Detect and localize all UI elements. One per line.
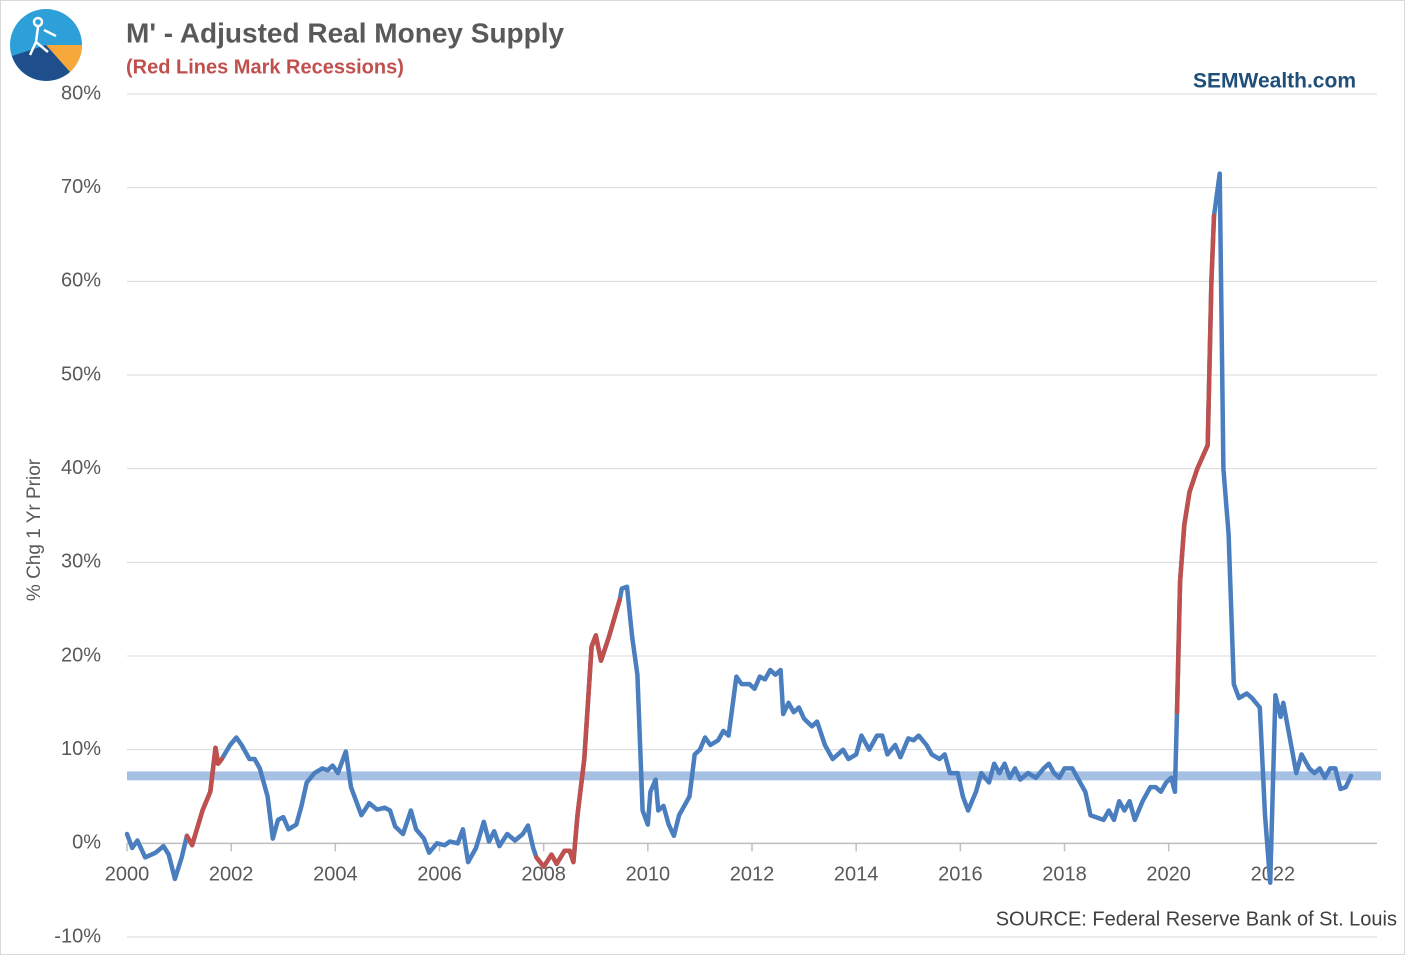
data-line bbox=[184, 745, 225, 848]
x-tick-label: 2012 bbox=[730, 864, 775, 886]
y-tick-label: 0% bbox=[72, 832, 101, 854]
x-tick-label: 2008 bbox=[521, 864, 566, 886]
y-tick-label: 30% bbox=[61, 551, 101, 573]
x-tick-label: 2018 bbox=[1042, 864, 1087, 886]
y-tick-label: 20% bbox=[61, 644, 101, 666]
y-tick-label: 40% bbox=[61, 457, 101, 479]
data-line bbox=[1174, 213, 1217, 715]
x-tick-label: 2006 bbox=[417, 864, 462, 886]
data-line bbox=[124, 171, 1354, 885]
x-tick-label: 2022 bbox=[1251, 864, 1296, 886]
x-tick-label: 2010 bbox=[626, 864, 671, 886]
x-tick-label: 2016 bbox=[938, 864, 983, 886]
x-tick-label: 2002 bbox=[209, 864, 254, 886]
y-tick-label: 80% bbox=[61, 82, 101, 104]
x-tick-label: 2014 bbox=[834, 864, 879, 886]
x-tick-label: 2004 bbox=[313, 864, 358, 886]
y-tick-label: 60% bbox=[61, 270, 101, 292]
data-line bbox=[534, 597, 622, 870]
brand: SEMWealth.com bbox=[1193, 70, 1356, 93]
chart-subtitle: (Red Lines Mark Recessions) bbox=[126, 56, 404, 78]
chart-title: M' - Adjusted Real Money Supply bbox=[126, 17, 565, 48]
y-tick-label: 50% bbox=[61, 363, 101, 385]
y-tick-label: -10% bbox=[54, 925, 101, 947]
x-tick-label: 2020 bbox=[1146, 864, 1191, 886]
y-tick-label: 70% bbox=[61, 176, 101, 198]
y-axis-label: % Chg 1 Yr Prior bbox=[24, 458, 45, 601]
y-tick-label: 10% bbox=[61, 738, 101, 760]
x-tick-label: 2000 bbox=[105, 864, 150, 886]
logo bbox=[10, 9, 83, 81]
source-note: SOURCE: Federal Reserve Bank of St. Loui… bbox=[996, 908, 1397, 930]
